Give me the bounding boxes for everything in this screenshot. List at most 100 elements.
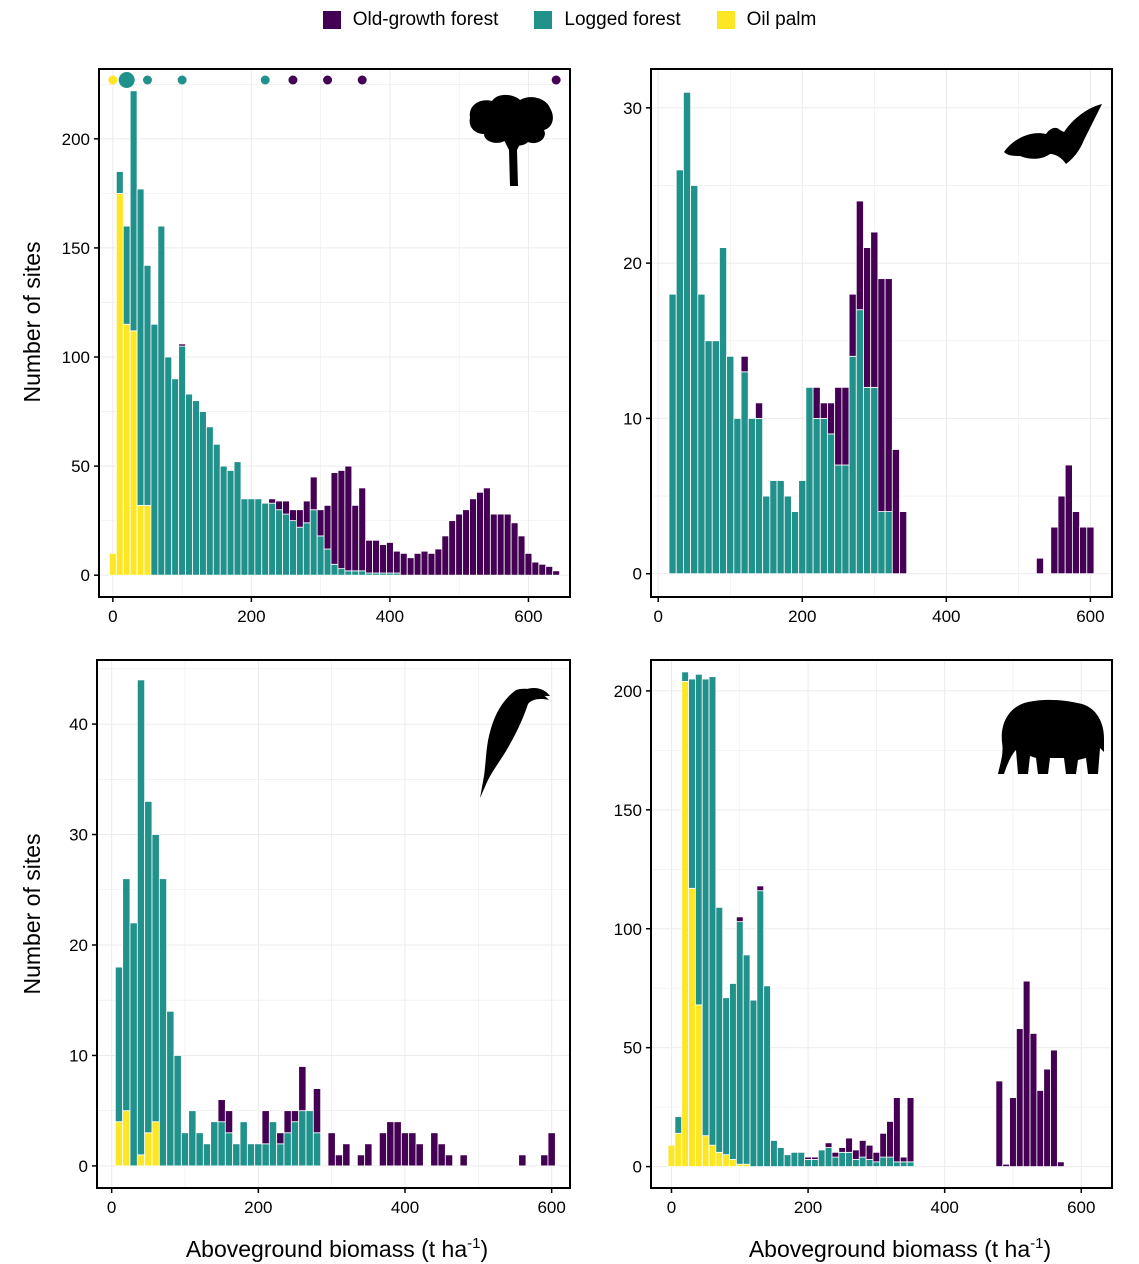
bar-oil-palm [136,1154,146,1167]
bar-logged-forest [755,418,764,575]
bar-logged-forest [261,1143,270,1167]
bar-old-growth-forest [378,1132,388,1167]
x-tick-label: 0 [108,607,117,626]
bar-old-growth-forest [831,1151,840,1158]
bar-logged-forest [675,169,684,575]
bar-old-growth-forest [510,522,519,576]
bar-old-growth-forest [268,498,277,504]
bar-logged-forest [708,676,717,1146]
bar-old-growth-forest [496,513,505,576]
bar-logged-forest [212,443,221,576]
bar-old-growth-forest [430,1132,439,1167]
bar-old-growth-forest [379,544,387,574]
bar-old-growth-forest [427,552,436,576]
bar-old-growth-forest [545,566,554,576]
bar-old-growth-forest [406,557,415,576]
bar-old-growth-forest [330,472,339,565]
bat-icon-shape [1004,104,1102,164]
bar-logged-forest [254,498,263,576]
elephant-icon-shape [998,699,1104,774]
summary-dot [118,72,135,88]
bar-logged-forest [715,906,724,1153]
panel-tree: 0 200 400 600 0 50 100 150 200 [62,68,571,626]
bar-logged-forest [205,426,214,576]
x-tick-label: 0 [107,1198,116,1217]
bar-old-growth-forest [1079,526,1088,575]
summary-dot [177,75,187,85]
bar-logged-forest [289,520,297,576]
bar-old-growth-forest [845,1137,853,1153]
bar-old-growth-forest [364,1143,373,1167]
bar-old-growth-forest [893,1097,901,1163]
bar-logged-forest [283,1132,292,1167]
bar-old-growth-forest [547,1132,556,1167]
bar-old-growth-forest [224,1110,234,1134]
bar-logged-forest [276,1143,285,1167]
bar-old-growth-forest [289,509,297,522]
bar-old-growth-forest [804,1156,812,1160]
bar-old-growth-forest [261,1110,270,1145]
legend-swatch-oil-palm [716,11,735,29]
bar-old-growth-forest [819,402,828,419]
bar-old-growth-forest [276,1132,285,1145]
bar-logged-forest [776,1147,785,1167]
bar-logged-forest [240,498,249,576]
bar-oil-palm [115,192,124,576]
bar-logged-forest [233,461,242,576]
bar-old-growth-forest [834,386,843,466]
bar-logged-forest [834,464,843,575]
bar-logged-forest [232,1143,241,1167]
bar-logged-forest [697,293,706,575]
bar-old-growth-forest [1056,1161,1065,1167]
bar-logged-forest [877,511,886,575]
bar-logged-forest [268,1121,278,1167]
x-tick-label: 400 [391,1198,419,1217]
bar-old-growth-forest [437,1143,446,1167]
x-tick-label: 200 [794,1198,822,1217]
bar-logged-forest [157,225,166,576]
bar-old-growth-forest [877,278,886,512]
bar-old-growth-forest [283,1110,292,1134]
bar-oil-palm [144,1132,153,1167]
bar-logged-forest [747,418,756,575]
bar-oil-palm [108,552,117,576]
bar-old-growth-forest [334,1154,344,1167]
legend-label-oil-palm: Oil palm [746,9,817,30]
bar-logged-forest [742,954,751,1165]
tree-icon-shape [504,136,522,186]
bar-logged-forest [841,464,850,575]
bar-logged-forest [831,1156,840,1167]
bar-logged-forest [129,922,138,1167]
y-tick-label: 50 [71,457,90,476]
hornbill-icon [480,688,550,798]
x-tick-label: 600 [514,607,542,626]
bar-logged-forest [879,1156,888,1167]
bar-old-growth-forest [735,916,744,923]
bar-logged-forest [719,247,728,575]
bar-logged-forest [219,465,228,576]
bar-logged-forest [226,470,235,576]
bar-old-growth-forest [434,548,443,576]
bar-old-growth-forest [399,552,408,576]
panel-hornbill: 0 200 400 600 0 10 20 30 40 [69,659,571,1217]
bar-logged-forest [838,1151,847,1167]
bar-old-growth-forest [838,1147,847,1153]
bar-old-growth-forest [1035,557,1044,575]
bar-old-growth-forest [393,1121,402,1167]
bar-oil-palm [694,1004,703,1167]
bar-logged-forest [733,418,742,575]
bar-old-growth-forest [540,1154,549,1167]
bar-logged-forest [756,890,765,1167]
bar-logged-forest [150,323,159,576]
bar-old-growth-forest [290,1110,300,1123]
bar-old-growth-forest [1029,1033,1038,1167]
bar-logged-forest [704,340,713,575]
bar-old-growth-forest [1064,464,1073,575]
bar-oil-palm [136,504,145,576]
bar-logged-forest [783,1154,792,1167]
bar-old-growth-forest [372,539,380,574]
bar-logged-forest [188,1110,197,1167]
bar-logged-forest [224,1132,234,1167]
bar-logged-forest [740,371,749,575]
